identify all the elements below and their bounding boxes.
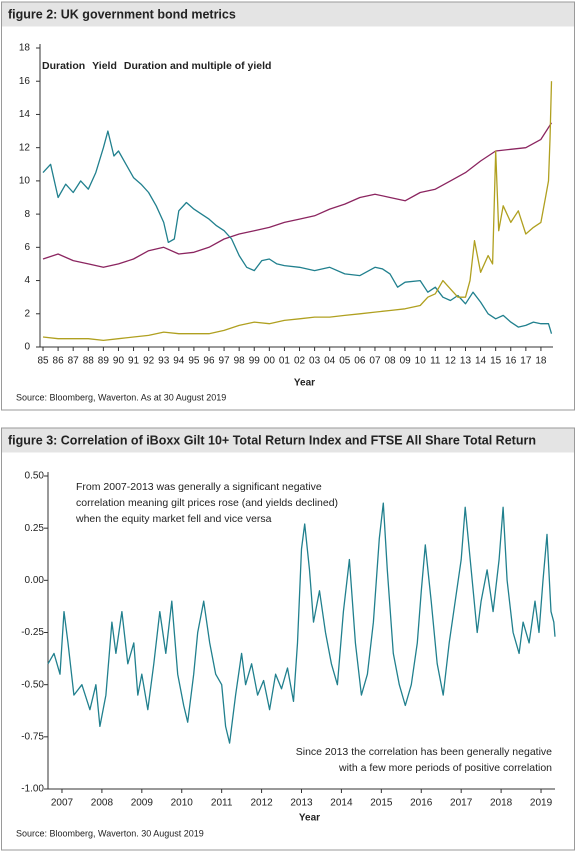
x-tick-label: 12	[445, 356, 457, 367]
y-tick-label: 6	[24, 242, 30, 253]
x-tick-label: 98	[234, 356, 246, 367]
figure-title: figure 2: UK government bond metrics	[8, 7, 236, 21]
x-tick-label: 2019	[530, 798, 553, 809]
x-tick-label: 2015	[370, 798, 393, 809]
x-tick-label: 90	[113, 356, 125, 367]
x-tick-label: 85	[37, 356, 49, 367]
x-tick-label: 99	[249, 356, 261, 367]
annotation: Since 2013 the correlation has been gene…	[296, 746, 552, 758]
x-axis-title: Year	[294, 378, 315, 389]
y-tick-label: -1.00	[21, 784, 44, 795]
x-tick-label: 2010	[171, 798, 194, 809]
figure-header	[2, 428, 574, 453]
x-tick-label: 2013	[290, 798, 313, 809]
x-tick-label: 88	[83, 356, 95, 367]
x-tick-label: 97	[219, 356, 231, 367]
x-tick-label: 00	[264, 356, 276, 367]
legend-entry: Duration and multiple of yield	[124, 60, 272, 72]
y-tick-label: 4	[24, 275, 30, 286]
series-line	[42, 122, 553, 268]
source-note: Source: Bloomberg, Waverton. As at 30 Au…	[16, 392, 226, 402]
x-axis-title: Year	[299, 813, 320, 824]
x-tick-label: 15	[490, 356, 502, 367]
series-line	[47, 502, 556, 744]
y-tick-label: 0	[24, 342, 30, 353]
x-tick-label: 87	[68, 356, 80, 367]
x-tick-label: 2008	[91, 798, 114, 809]
x-tick-label: 2009	[131, 798, 154, 809]
figure-header	[2, 2, 574, 27]
series-line	[42, 81, 553, 342]
x-tick-label: 06	[354, 356, 366, 367]
y-tick-label: 0.50	[25, 471, 45, 482]
source-note: Source: Bloomberg, Waverton. 30 August 2…	[16, 828, 204, 838]
x-tick-label: 2017	[450, 798, 473, 809]
x-tick-label: 01	[279, 356, 291, 367]
y-tick-label: 8	[24, 209, 30, 220]
annotation: correlation meaning gilt prices rose (an…	[76, 497, 338, 509]
x-tick-label: 2014	[330, 798, 353, 809]
x-tick-label: 13	[460, 356, 472, 367]
x-tick-label: 2011	[211, 798, 233, 809]
figure-title: figure 3: Correlation of iBoxx Gilt 10+ …	[8, 433, 536, 447]
x-tick-label: 2012	[250, 798, 273, 809]
x-tick-label: 10	[415, 356, 427, 367]
x-tick-label: 11	[430, 356, 441, 367]
x-tick-label: 05	[339, 356, 351, 367]
annotation: From 2007-2013 was generally a significa…	[76, 481, 322, 493]
x-tick-label: 08	[384, 356, 396, 367]
series-line	[42, 130, 553, 334]
y-tick-label: 18	[19, 43, 31, 54]
x-tick-label: 02	[294, 356, 306, 367]
x-tick-label: 86	[53, 356, 65, 367]
x-tick-label: 18	[535, 356, 547, 367]
y-tick-label: -0.25	[21, 627, 44, 638]
annotation: when the equity market fell and vice ver…	[75, 513, 272, 525]
x-tick-label: 89	[98, 356, 110, 367]
x-tick-label: 95	[188, 356, 200, 367]
x-tick-label: 07	[369, 356, 381, 367]
x-tick-label: 92	[143, 356, 155, 367]
y-tick-label: 2	[24, 308, 30, 319]
x-tick-label: 04	[324, 356, 336, 367]
y-tick-label: 0.25	[25, 523, 45, 534]
y-tick-label: 12	[19, 142, 31, 153]
x-tick-label: 2018	[490, 798, 513, 809]
figure-frame	[1, 427, 575, 851]
figure-frame	[1, 1, 575, 411]
y-tick-label: -0.50	[21, 679, 44, 690]
legend-entry: Duration	[42, 60, 85, 72]
y-tick-label: -0.75	[21, 731, 44, 742]
x-tick-label: 14	[475, 356, 487, 367]
x-tick-label: 96	[203, 356, 215, 367]
x-tick-label: 09	[400, 356, 412, 367]
y-tick-label: 10	[19, 176, 31, 187]
annotation: with a few more periods of positive corr…	[338, 762, 552, 774]
y-tick-label: 14	[19, 109, 31, 120]
legend-entry: Yield	[92, 60, 117, 72]
y-tick-label: 16	[19, 76, 31, 87]
x-tick-label: 2007	[51, 798, 74, 809]
x-tick-label: 91	[128, 356, 140, 367]
x-tick-label: 03	[309, 356, 321, 367]
x-tick-label: 2016	[410, 798, 433, 809]
x-tick-label: 93	[158, 356, 170, 367]
y-tick-label: 0.00	[25, 575, 45, 586]
x-tick-label: 17	[520, 356, 532, 367]
x-tick-label: 16	[505, 356, 517, 367]
x-tick-label: 94	[173, 356, 185, 367]
